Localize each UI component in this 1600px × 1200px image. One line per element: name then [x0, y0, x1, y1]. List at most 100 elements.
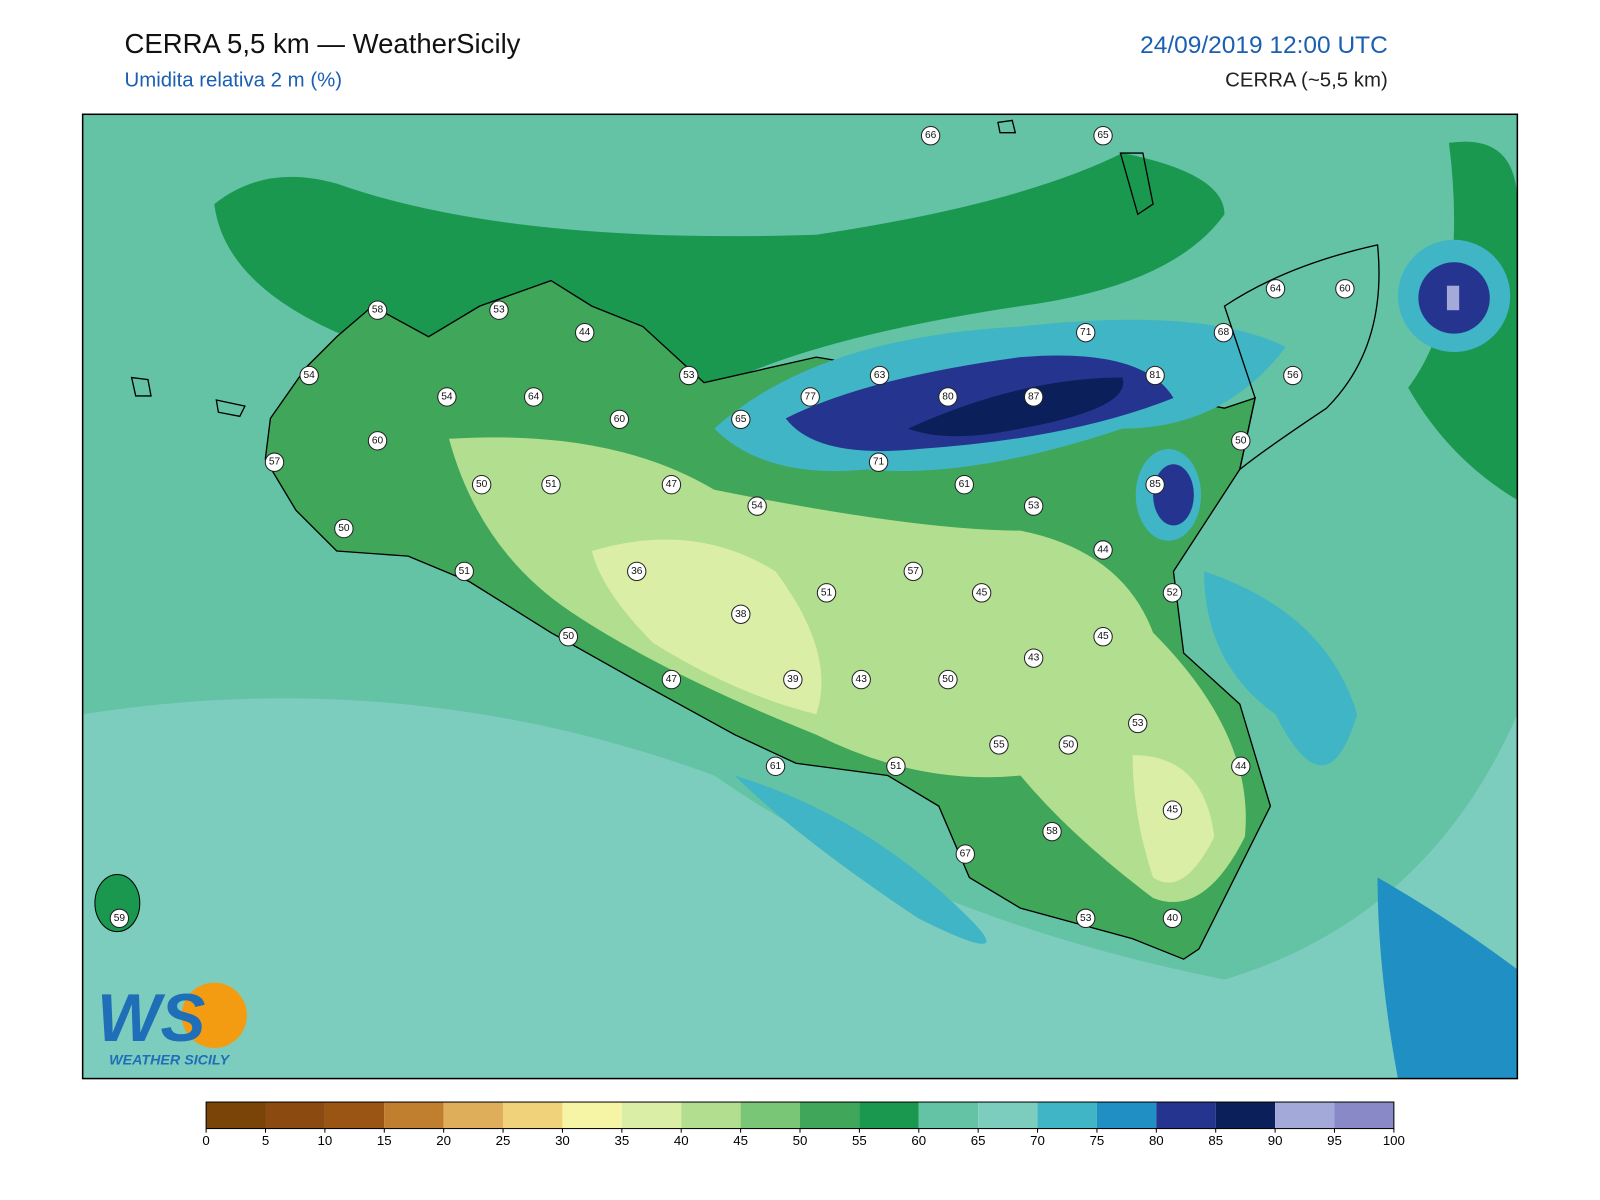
colorbar-tick-label: 90 [1268, 1133, 1283, 1148]
station-value: 53 [1132, 718, 1144, 729]
colorbar-tick-label: 25 [496, 1133, 511, 1148]
station-marker [679, 365, 699, 386]
colorbar-tick-label: 100 [1383, 1133, 1405, 1148]
colorbar-bin [1156, 1102, 1216, 1129]
station-value: 65 [735, 414, 747, 425]
station-marker [886, 756, 906, 777]
station-marker [1162, 908, 1183, 929]
logo: WS WEATHER SICILY [97, 981, 247, 1068]
island [130, 119, 1154, 418]
colorbar-bin [1215, 1102, 1276, 1129]
station-marker [609, 409, 630, 430]
station-marker [437, 387, 457, 407]
station-marker [1145, 475, 1165, 495]
station-marker [1128, 713, 1148, 734]
station-value: 50 [476, 479, 488, 490]
logo-name: WEATHER SICILY [109, 1052, 230, 1068]
station-marker [816, 583, 837, 603]
colorbar-bin [324, 1102, 385, 1129]
station-value: 65 [1097, 130, 1109, 141]
station-value: 52 [1167, 587, 1179, 598]
colorbar-tick-label: 15 [377, 1133, 392, 1148]
station-value: 61 [959, 479, 971, 490]
map [82, 114, 1518, 1079]
station-marker [747, 496, 767, 516]
colorbar-tick-label: 5 [262, 1133, 269, 1148]
humid-field [1446, 285, 1460, 311]
station-marker [1162, 800, 1183, 820]
station-value: 58 [1046, 826, 1058, 837]
station-marker [869, 365, 890, 386]
station-marker [471, 475, 492, 495]
colorbar-bin [206, 1102, 266, 1129]
colorbar-tick-label: 10 [318, 1133, 333, 1148]
station-marker [971, 583, 992, 603]
logo-sun [181, 982, 247, 1048]
station-value: 77 [805, 391, 817, 402]
colorbar-tick-label: 45 [733, 1133, 748, 1148]
station-marker [558, 627, 579, 647]
station-marker [868, 452, 889, 472]
colorbar-bin [740, 1102, 800, 1129]
station-marker [367, 300, 388, 320]
colorbar-bin [384, 1102, 444, 1129]
station-marker [1145, 365, 1165, 386]
station-value: 61 [770, 761, 782, 772]
colorbar-bin [1275, 1102, 1335, 1129]
colorbar-bin [918, 1102, 979, 1129]
station-marker [955, 844, 975, 864]
station-value: 43 [1028, 653, 1040, 664]
station-value: 57 [908, 566, 920, 577]
station-marker [938, 387, 958, 407]
station-value: 39 [787, 674, 799, 685]
logo-mark: WS [97, 981, 206, 1056]
station-marker [1162, 583, 1183, 603]
station-value: 51 [459, 566, 471, 577]
subtitle: Umidita relativa 2 m (%) [124, 70, 342, 92]
station-value: 64 [528, 391, 540, 402]
station-marker [334, 518, 354, 539]
colorbar-bin [859, 1102, 919, 1129]
colorbar-bin [443, 1102, 504, 1129]
colorbar-bin [1334, 1102, 1394, 1129]
station-value: 47 [666, 674, 678, 685]
datetime: 24/09/2019 12:00 UTC [1140, 32, 1388, 59]
station-value: 50 [942, 674, 954, 685]
station-value: 53 [1028, 501, 1040, 512]
station-marker [627, 561, 647, 582]
station-marker [765, 756, 786, 777]
colorbar-bin [978, 1102, 1038, 1129]
colorbar-tick-label: 20 [436, 1133, 451, 1148]
colorbar-tick-label: 60 [911, 1133, 926, 1148]
station-marker [903, 561, 923, 582]
colorbar-tick-label: 0 [202, 1133, 209, 1148]
colorbar-bin [621, 1102, 682, 1129]
station-marker [541, 475, 561, 495]
station-value: 53 [1080, 913, 1092, 924]
station-marker [920, 126, 941, 146]
station-value: 60 [614, 414, 626, 425]
station-value: 43 [856, 674, 868, 685]
station-value: 71 [873, 457, 885, 468]
colorbar-tick-label: 30 [555, 1133, 570, 1148]
colorbar-tick-label: 75 [1090, 1133, 1105, 1148]
station-value: 44 [1097, 545, 1109, 556]
colorbar-tick-label: 85 [1208, 1133, 1223, 1148]
colorbar-tick-label: 95 [1327, 1133, 1342, 1148]
station-value: 81 [1149, 370, 1161, 381]
station-value: 80 [942, 391, 954, 402]
station-value: 71 [1080, 327, 1092, 338]
station-value: 50 [1235, 435, 1247, 446]
colorbar-bin [1096, 1102, 1157, 1129]
station-value: 54 [751, 501, 763, 512]
station-value: 66 [925, 130, 937, 141]
station-marker [1093, 540, 1113, 560]
colorbar-tick-label: 35 [614, 1133, 629, 1148]
station-marker [800, 387, 820, 407]
station-value: 58 [372, 305, 384, 316]
title: CERRA 5,5 km — WeatherSicily [124, 28, 520, 59]
colorbar-tick-label: 50 [793, 1133, 808, 1148]
land-field [591, 539, 822, 715]
humid-field [908, 377, 1124, 437]
station-value: 53 [493, 305, 505, 316]
